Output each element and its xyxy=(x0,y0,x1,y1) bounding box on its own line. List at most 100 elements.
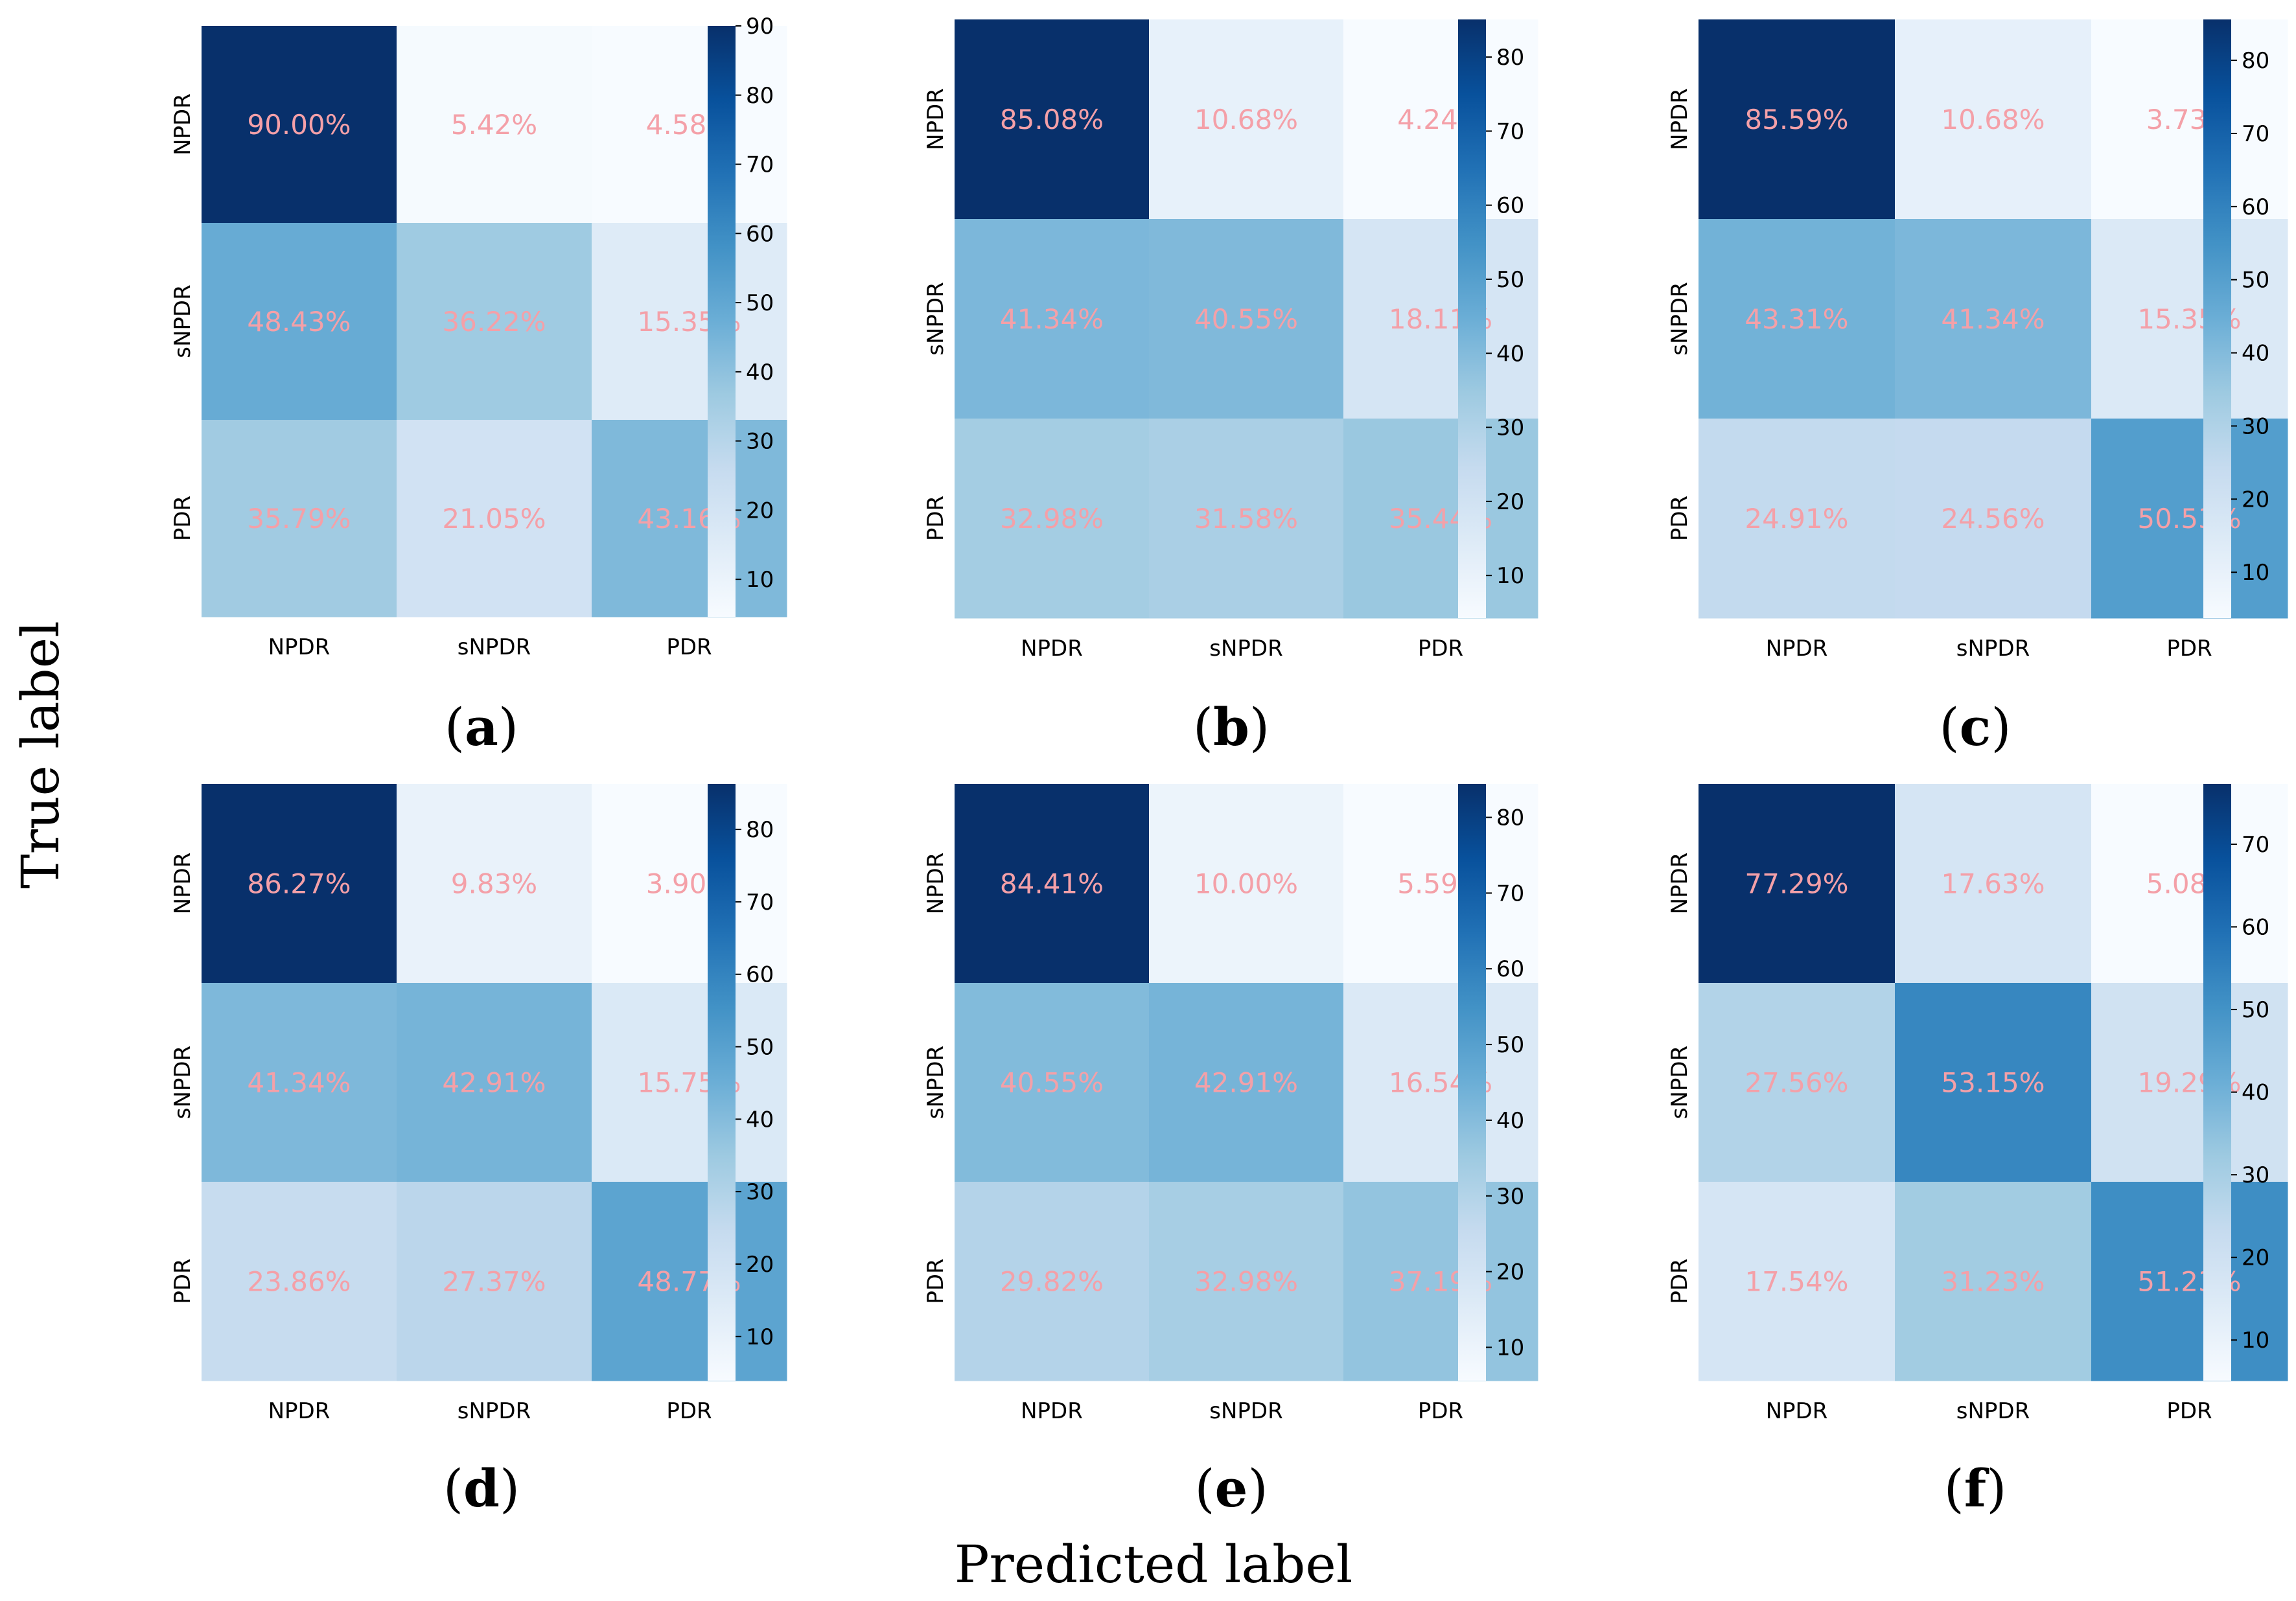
x-tick-label: PDR xyxy=(1418,636,1463,662)
heatmap-cell xyxy=(202,420,397,617)
y-tick-label: sNPDR xyxy=(1667,1046,1693,1119)
cell-value-label: 35.79% xyxy=(247,503,351,535)
colorbar-tick-label: 80 xyxy=(1496,45,1524,71)
panel-label: (f) xyxy=(1944,1458,2007,1519)
cell-value-label: 77.29% xyxy=(1745,868,1848,900)
colorbar-tick-label: 50 xyxy=(2242,268,2269,294)
heatmap-cell xyxy=(397,784,592,984)
cell-value-label: 24.91% xyxy=(1745,503,1848,535)
heatmap-panel-b: 85.08% 10.68% 4.24%41.34% 40.55% 18.11%32.98… xyxy=(923,19,1538,757)
heatmap-cell xyxy=(1149,1182,1344,1381)
cell-value-label: 42.91% xyxy=(1194,1067,1298,1099)
y-tick-label: PDR xyxy=(1667,1258,1693,1304)
panel-label: (a) xyxy=(445,697,518,757)
cell-value-label: 40.55% xyxy=(1000,1067,1104,1099)
y-tick-label: PDR xyxy=(923,496,949,541)
cell-value-label: 90.00% xyxy=(247,109,351,141)
colorbar-tick-label: 80 xyxy=(746,83,774,109)
heatmap-cell xyxy=(592,1182,787,1381)
colorbar-tick-label: 80 xyxy=(1496,805,1524,831)
cell-value-label: 21.05% xyxy=(442,503,546,535)
heatmap-cell xyxy=(1699,983,1896,1182)
cell-value-label: 41.34% xyxy=(1941,303,2045,335)
cell-value-label: 53.15% xyxy=(1941,1067,2045,1099)
cell-value-label: 31.23% xyxy=(1941,1266,2045,1298)
heatmap-panel-c: 85.59% 10.68% 3.73%43.31% 41.34% 15.35%24.91… xyxy=(1667,19,2288,757)
colorbar xyxy=(2203,19,2231,618)
y-tick-label: NPDR xyxy=(170,93,196,155)
cell-value-label: 85.59% xyxy=(1745,104,1848,135)
cell-value-label: 40.55% xyxy=(1194,303,1298,335)
cell-value-label: 10.68% xyxy=(1941,104,2045,135)
y-tick-label: sNPDR xyxy=(170,1046,196,1119)
x-tick-label: sNPDR xyxy=(458,634,531,660)
colorbar-tick-label: 70 xyxy=(1496,881,1524,906)
heatmap-cell xyxy=(397,223,592,420)
colorbar-tick-label: 10 xyxy=(746,1324,774,1350)
colorbar-tick-label: 50 xyxy=(746,1035,774,1061)
cell-value-label: 23.86% xyxy=(247,1266,351,1298)
x-tick-label: sNPDR xyxy=(1209,1398,1282,1424)
colorbar xyxy=(1458,19,1486,618)
x-tick-label: sNPDR xyxy=(458,1398,531,1424)
colorbar-tick-label: 30 xyxy=(2242,1162,2269,1188)
colorbar-tick-label: 10 xyxy=(746,567,774,593)
colorbar-tick-label: 20 xyxy=(1496,1260,1524,1285)
colorbar-tick-label: 60 xyxy=(746,962,774,988)
colorbar-tick-label: 20 xyxy=(746,498,774,524)
colorbar-tick-label: 70 xyxy=(2242,121,2269,147)
heatmap-cell xyxy=(2091,983,2288,1182)
x-tick-label: PDR xyxy=(1418,1398,1463,1424)
y-tick-label: NPDR xyxy=(923,853,949,915)
colorbar-tick-label: 40 xyxy=(2242,341,2269,367)
panel-label: (e) xyxy=(1194,1458,1268,1519)
heatmap-cell xyxy=(592,223,787,420)
heatmap-cell xyxy=(2091,19,2288,220)
colorbar-tick-label: 50 xyxy=(746,290,774,316)
colorbar-tick-label: 40 xyxy=(1496,341,1524,367)
cell-value-label: 10.68% xyxy=(1194,104,1298,135)
cell-value-label: 32.98% xyxy=(1000,503,1104,535)
heatmap-cell xyxy=(1149,983,1344,1182)
colorbar-tick-label: 60 xyxy=(1496,193,1524,219)
colorbar-tick-label: 20 xyxy=(746,1252,774,1278)
heatmap-cell xyxy=(1895,784,2092,984)
colorbar-tick-label: 40 xyxy=(2242,1080,2269,1106)
colorbar-tick-label: 10 xyxy=(2242,560,2269,586)
colorbar-tick-label: 40 xyxy=(746,360,774,386)
y-tick-label: NPDR xyxy=(923,88,949,150)
heatmap-cell xyxy=(1895,983,2092,1182)
cell-value-label: 31.58% xyxy=(1194,503,1298,535)
heatmap-cell xyxy=(1149,784,1344,984)
heatmap-cell xyxy=(397,1182,592,1381)
colorbar-tick-label: 30 xyxy=(1496,415,1524,441)
heatmap-cell xyxy=(1699,784,1896,984)
heatmap-cell xyxy=(1343,784,1538,984)
heatmap-panel-e: 84.41% 10.00% 5.59%40.55% 42.91% 16.54%29.82… xyxy=(923,784,1538,1519)
colorbar-tick-label: 40 xyxy=(746,1107,774,1133)
x-tick-label: NPDR xyxy=(1021,636,1083,662)
heatmap-cell xyxy=(1149,19,1344,220)
heatmap-cell xyxy=(592,420,787,617)
heatmap-cell xyxy=(1895,1182,2092,1381)
colorbar-tick-label: 60 xyxy=(746,221,774,247)
heatmap-cell xyxy=(1343,19,1538,220)
heatmap-cell xyxy=(1895,19,2092,220)
colorbar xyxy=(1458,784,1486,1381)
cell-value-label: 9.83% xyxy=(451,868,537,900)
colorbar-tick-label: 10 xyxy=(1496,1335,1524,1361)
cell-value-label: 36.22% xyxy=(442,306,546,338)
heatmap-cell xyxy=(202,223,397,420)
x-tick-label: sNPDR xyxy=(1956,1398,2030,1424)
colorbar-tick-label: 70 xyxy=(2242,832,2269,858)
y-tick-label: NPDR xyxy=(1667,88,1693,150)
cell-value-label: 5.42% xyxy=(451,109,537,141)
colorbar-tick-label: 60 xyxy=(1496,956,1524,982)
panels-group: 90.00% 5.42% 4.58%48.43% 36.22% 15.35%35.79%… xyxy=(170,14,2288,1519)
cell-value-label: 17.54% xyxy=(1745,1266,1848,1298)
heatmap-cell xyxy=(202,1182,397,1381)
colorbar-tick-label: 90 xyxy=(746,14,774,40)
heatmap-cell xyxy=(1343,219,1538,419)
heatmap-cell xyxy=(1149,419,1344,619)
cell-value-label: 10.00% xyxy=(1194,868,1298,900)
